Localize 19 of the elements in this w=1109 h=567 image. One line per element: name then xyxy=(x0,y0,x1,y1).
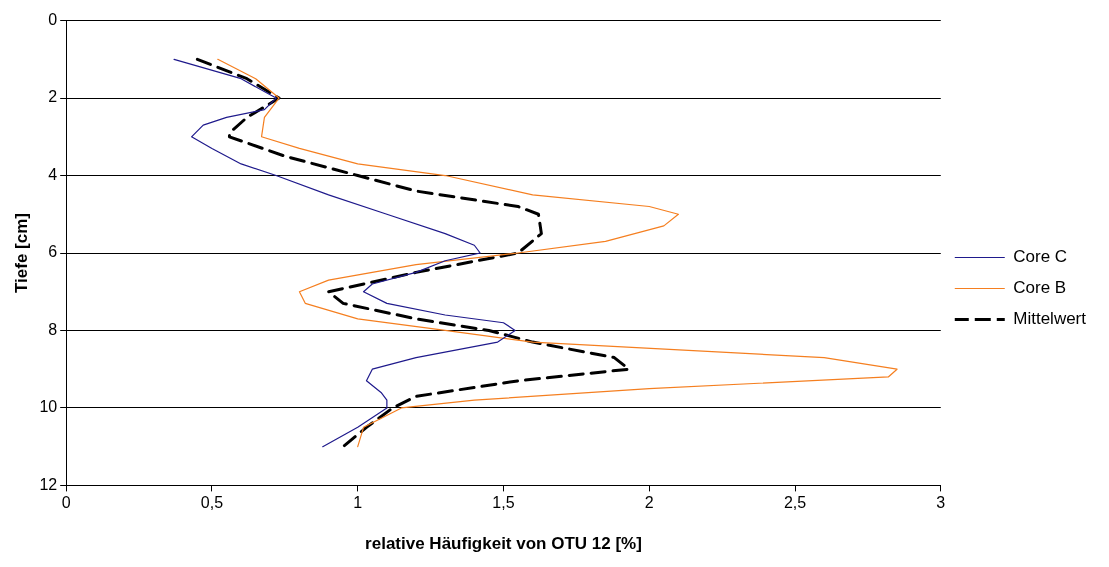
y-tick-label: 2 xyxy=(48,88,58,106)
y-tick-label: 12 xyxy=(39,475,58,493)
legend-label: Core B xyxy=(1013,278,1067,298)
y-tick-label: 8 xyxy=(48,320,58,338)
x-tick-label: 1 xyxy=(353,494,363,512)
legend-label: Mittelwert xyxy=(1013,309,1087,329)
x-tick-label: 1,5 xyxy=(492,494,515,512)
y-tick-label: 0 xyxy=(48,11,58,29)
y-tick-label: 4 xyxy=(48,165,58,183)
y-axis-title: Tiefe [cm] xyxy=(11,213,31,293)
x-tick-label: 0 xyxy=(61,494,71,512)
x-tick-label: 0,5 xyxy=(200,494,224,512)
y-tick-label: 10 xyxy=(39,398,58,416)
x-tick-label: 3 xyxy=(936,494,946,512)
x-axis-title: relative Häufigkeit von OTU 12 [%] xyxy=(365,534,642,554)
legend-label: Core C xyxy=(1013,247,1068,267)
y-tick-label: 6 xyxy=(48,243,58,261)
x-tick-label: 2,5 xyxy=(783,494,807,512)
x-tick-label: 2 xyxy=(644,494,654,512)
